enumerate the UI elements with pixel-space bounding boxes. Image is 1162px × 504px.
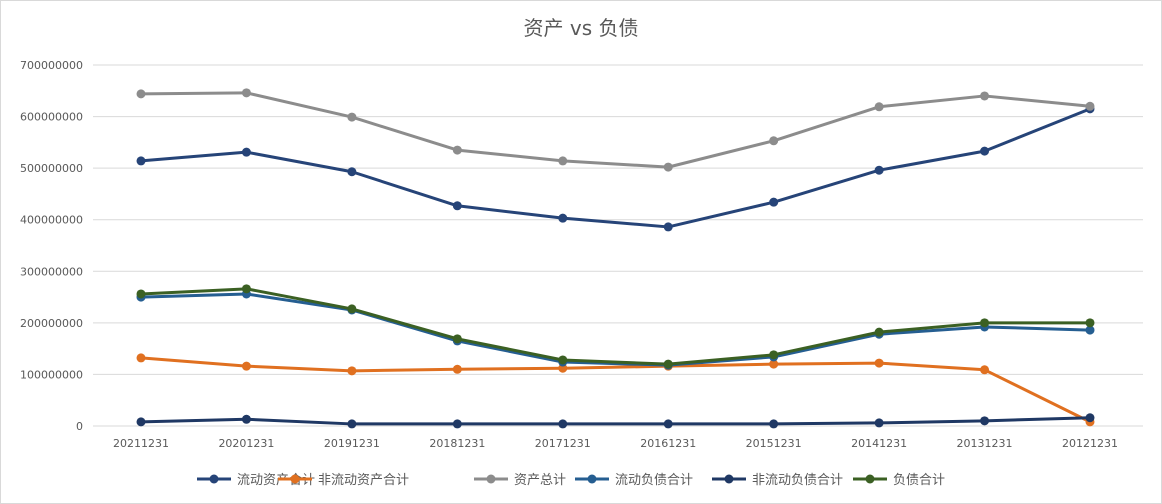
data-point[interactable] [1085,101,1095,111]
x-tick-label: 20171231 [535,437,591,450]
data-point[interactable] [558,213,568,223]
y-tick-label: 0 [76,420,83,433]
y-tick-label: 600000000 [20,111,83,124]
data-point[interactable] [136,417,146,427]
legend-label: 非流动资产合计 [318,473,409,488]
data-point[interactable] [769,350,779,360]
series-line [140,292,1091,367]
data-point[interactable] [874,418,884,428]
data-point[interactable] [663,359,673,369]
legend-marker [724,474,734,484]
data-point[interactable] [347,304,357,314]
series-line [140,287,1090,366]
data-point[interactable] [663,222,673,232]
data-point[interactable] [874,102,884,112]
data-point[interactable] [980,416,990,426]
data-point[interactable] [769,359,779,369]
y-tick-label: 200000000 [20,317,83,330]
y-tick-label: 300000000 [20,265,83,278]
data-point[interactable] [558,156,568,166]
data-point[interactable] [452,201,462,211]
data-point[interactable] [452,145,462,155]
legend-item[interactable]: 非流动资产合计 [278,473,409,488]
series-line [140,107,1091,229]
data-point[interactable] [663,162,673,172]
data-point[interactable] [1085,325,1095,335]
legend-marker [290,474,300,484]
series-line [140,416,1091,426]
data-point[interactable] [874,327,884,337]
y-tick-label: 500000000 [20,162,83,175]
data-point[interactable] [663,419,673,429]
data-point[interactable] [452,334,462,344]
data-point[interactable] [1085,413,1095,423]
legend-item[interactable]: 流动负债合计 [575,473,693,488]
data-point[interactable] [241,147,251,157]
legend-marker [865,474,875,484]
series-line [140,91,1091,169]
series-5 [136,284,1095,369]
data-point[interactable] [980,91,990,101]
x-tick-label: 20201231 [218,437,274,450]
data-point[interactable] [347,366,357,376]
data-point[interactable] [347,167,357,177]
legend-label: 资产总计 [514,473,566,488]
data-point[interactable] [241,414,251,424]
data-point[interactable] [241,361,251,371]
data-point[interactable] [558,419,568,429]
data-point[interactable] [980,318,990,328]
data-point[interactable] [347,419,357,429]
x-tick-label: 20161231 [640,437,696,450]
data-point[interactable] [136,89,146,99]
data-point[interactable] [136,156,146,166]
data-point[interactable] [136,289,146,299]
data-point[interactable] [1085,318,1095,328]
data-point[interactable] [769,136,779,146]
legend-item[interactable]: 负债合计 [853,473,945,488]
x-tick-label: 20131231 [957,437,1013,450]
data-point[interactable] [874,358,884,368]
x-tick-label: 20121231 [1062,437,1118,450]
x-tick-label: 20191231 [324,437,380,450]
data-point[interactable] [452,364,462,374]
series-4 [136,413,1095,429]
series-1 [136,353,1095,427]
data-point[interactable] [980,146,990,156]
data-point[interactable] [136,353,146,363]
x-tick-label: 20211231 [113,437,169,450]
data-point[interactable] [769,197,779,207]
y-tick-label: 400000000 [20,214,83,227]
data-point[interactable] [347,112,357,122]
legend-label: 负债合计 [893,473,945,488]
data-point[interactable] [874,165,884,175]
y-tick-label: 700000000 [20,59,83,72]
data-point[interactable] [452,419,462,429]
chart-title: 资产 vs 负债 [524,16,639,40]
series-2 [136,88,1095,172]
legend-item[interactable]: 非流动负债合计 [712,473,843,488]
x-tick-label: 20141231 [851,437,907,450]
legend-label: 流动负债合计 [615,473,693,488]
series-line [140,356,1091,424]
series-3 [136,289,1095,370]
y-tick-label: 100000000 [20,368,83,381]
legend-item[interactable]: 资产总计 [474,473,566,488]
x-tick-label: 20181231 [429,437,485,450]
x-tick-label: 20151231 [746,437,802,450]
data-point[interactable] [769,419,779,429]
data-point[interactable] [241,88,251,98]
data-point[interactable] [241,284,251,294]
data-point[interactable] [980,365,990,375]
legend-marker [209,474,219,484]
legend-label: 非流动负债合计 [752,473,843,488]
data-point[interactable] [558,355,568,365]
data-point[interactable] [558,363,568,373]
legend-marker [587,474,597,484]
legend-marker [486,474,496,484]
